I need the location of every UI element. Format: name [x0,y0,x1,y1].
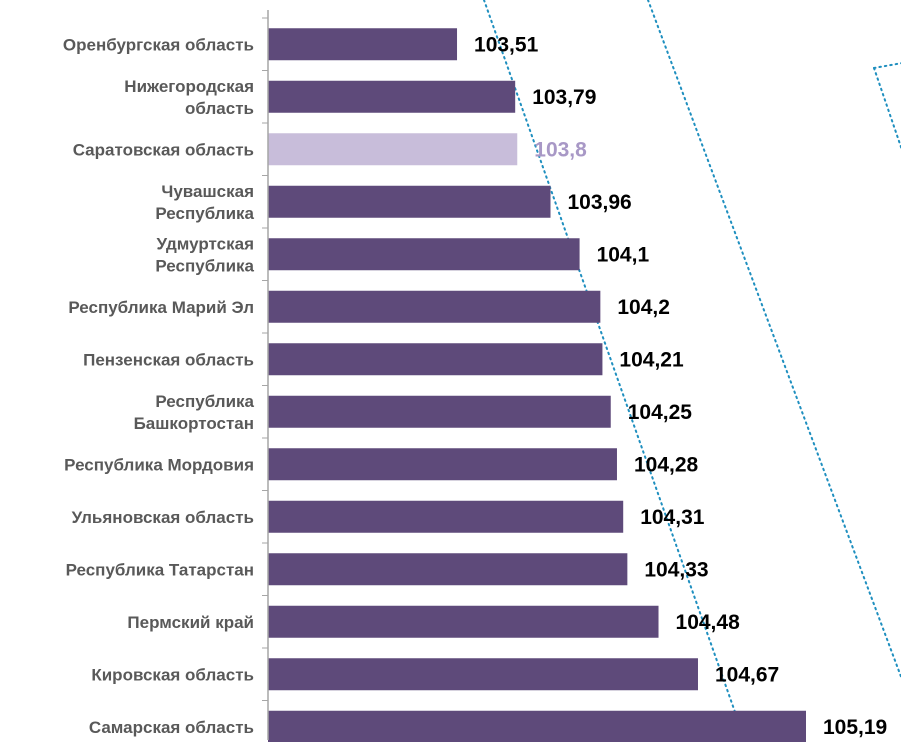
bar [268,80,516,113]
category-label-line: Пензенская область [83,350,254,369]
category-label: Кировская область [91,665,254,684]
category-label: Чувашская Республика [155,182,254,223]
category-label: Республика Татарстан [66,560,254,579]
decorative-dotted-line [873,67,901,151]
category-label-line: Республика Татарстан [66,560,254,579]
bar [268,343,603,376]
category-label: Республика Мордовия [64,455,254,474]
bar [268,500,624,533]
category-labels-group: Оренбургская область Нижегородская область… [63,35,255,737]
value-label: 104,21 [619,348,684,371]
category-label: Самарская область [89,718,254,737]
axis-group [262,10,269,740]
category-label-line: Башкортостан [134,414,254,433]
value-labels-group: 103,51 103,79 103,8 103,96 104,1 104,2 104,21 1… [474,33,887,739]
category-label: Оренбургская область [63,35,254,54]
category-label: Удмуртская Республика [155,234,254,275]
decorative-dotted-line [483,0,736,713]
value-label: 103,51 [474,33,539,56]
bars-group [268,28,806,742]
category-label-line: Саратовская область [73,140,254,159]
category-label-line: Ульяновская область [72,508,254,527]
category-label: Пензенская область [83,350,254,369]
category-label: Республика Марий Эл [68,298,254,317]
decorative-dotted-line [647,0,901,680]
value-label: 103,8 [534,138,587,161]
value-label: 104,31 [640,506,705,529]
value-label: 103,79 [532,86,596,109]
bar [268,185,551,218]
category-label-line: Республика [155,204,254,223]
bar [268,448,617,481]
bar [268,710,806,742]
bar [268,133,518,166]
decorative-dotted-line [873,62,901,69]
category-label: Республика Башкортостан [134,392,255,433]
category-label-line: Удмуртская [157,234,254,253]
value-label: 104,28 [634,453,699,476]
bar [268,658,698,691]
bar [268,290,601,323]
category-label: Пермский край [127,613,254,632]
value-label: 104,33 [644,558,708,581]
category-label-line: Республика Мордовия [64,455,254,474]
decorative-dotted-lines [483,0,901,713]
category-label: Саратовская область [73,140,254,159]
category-label-line: Оренбургская область [63,35,254,54]
value-label: 104,25 [628,401,693,424]
bar [268,238,580,271]
category-label-line: Республика [155,256,254,275]
bar [268,605,659,638]
category-label-line: Республика [155,392,254,411]
category-label-line: Чувашская [161,182,254,201]
value-label: 104,2 [617,296,670,319]
category-label-line: Кировская область [91,665,254,684]
bar [268,553,628,586]
category-label-line: Самарская область [89,718,254,737]
category-label: Ульяновская область [72,508,254,527]
category-label-line: область [185,99,254,118]
value-label: 105,19 [823,716,887,739]
bar [268,28,458,61]
value-label: 104,48 [676,611,741,634]
value-label: 104,1 [597,243,650,266]
category-label: Нижегородская область [124,77,254,118]
value-label: 103,96 [568,191,632,214]
bar [268,395,611,428]
category-label-line: Пермский край [127,613,254,632]
category-label-line: Республика Марий Эл [68,298,254,317]
category-label-line: Нижегородская [124,77,254,96]
value-label: 104,67 [715,663,779,686]
